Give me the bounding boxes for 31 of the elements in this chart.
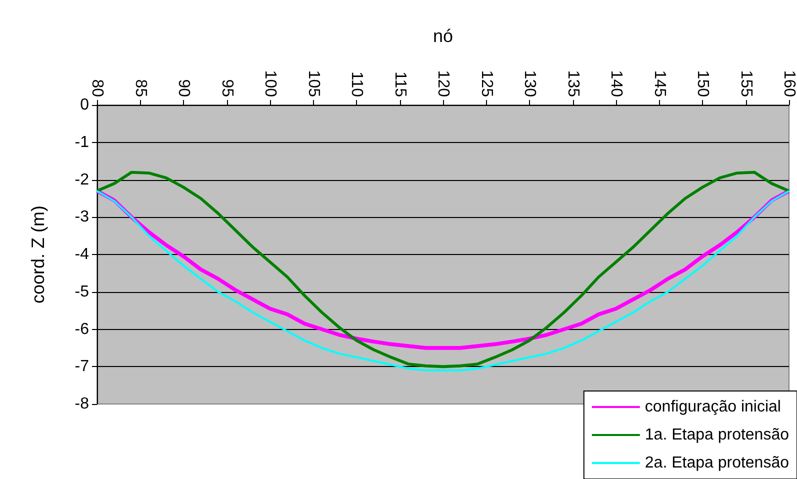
legend-label: 1a. Etapa protensão: [644, 426, 790, 444]
x-tick-label: 85: [132, 79, 149, 98]
x-axis-title: nó: [432, 26, 454, 46]
y-tick-label: -6: [74, 320, 90, 338]
x-tick-label: 155: [737, 70, 754, 98]
y-tick-label: -7: [74, 358, 90, 376]
x-tick-label: 90: [175, 79, 192, 98]
x-tick-label: 125: [478, 70, 495, 98]
x-tick-label: 100: [262, 70, 278, 98]
x-tick-label: 140: [608, 70, 624, 98]
y-tick-label: 0: [80, 96, 90, 114]
x-tick-label: 150: [694, 70, 711, 98]
x-tick-label: 160: [780, 70, 797, 98]
x-tick-label: 145: [650, 70, 668, 98]
x-tick-label: 115: [391, 71, 408, 98]
x-tick-label: 110: [348, 71, 365, 98]
y-tick-label: -5: [74, 283, 90, 300]
x-tick-label: 130: [521, 70, 538, 98]
x-tick-label: 80: [88, 79, 106, 98]
x-tick-label: 135: [564, 70, 582, 98]
y-tick-label: -4: [74, 246, 90, 263]
legend-label: configuração inicial: [644, 398, 781, 416]
x-tick-label: 95: [218, 79, 236, 98]
y-axis-title: coord. Z (m): [28, 205, 48, 304]
y-tick-label: -8: [74, 396, 90, 412]
x-tick-label: 105: [304, 70, 322, 98]
legend-label: 2a. Etapa protensão: [644, 454, 790, 472]
y-tick-label: -1: [74, 134, 90, 151]
y-tick-label: -3: [74, 208, 90, 226]
x-tick-label: 120: [434, 70, 452, 98]
y-tick-label: -2: [74, 171, 90, 188]
